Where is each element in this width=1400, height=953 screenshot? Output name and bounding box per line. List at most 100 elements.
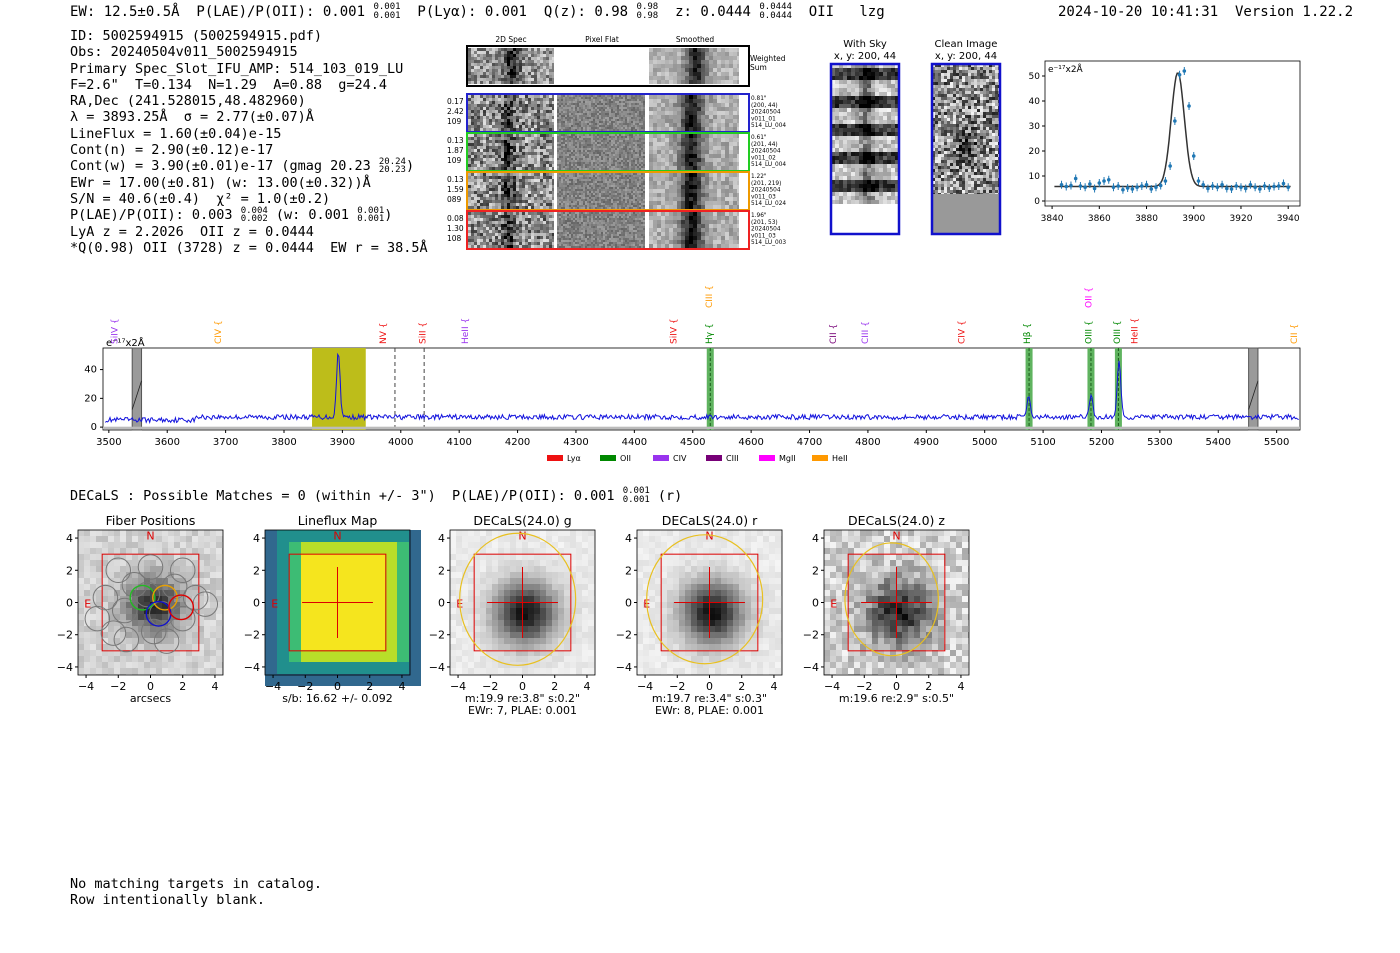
pixel — [689, 52, 693, 56]
pixel — [605, 156, 607, 158]
pixel — [540, 143, 543, 146]
pixel — [669, 99, 673, 103]
pixel — [565, 160, 567, 162]
pixel — [611, 152, 613, 154]
pixel — [681, 115, 685, 119]
pixel — [603, 199, 605, 201]
pixel — [641, 189, 643, 191]
pixel — [549, 119, 552, 122]
pixel — [585, 191, 587, 193]
pixel — [565, 162, 567, 164]
pixel — [605, 121, 607, 123]
pixel — [477, 125, 480, 128]
pixel — [507, 188, 510, 191]
pixel — [621, 199, 623, 201]
pixel — [516, 54, 519, 57]
pixel — [697, 123, 701, 127]
pixel — [507, 218, 510, 221]
pixel — [639, 205, 641, 207]
pixel — [593, 201, 595, 203]
pixel — [534, 230, 537, 233]
pixel — [537, 230, 540, 233]
pixel — [468, 60, 471, 63]
pixel — [601, 99, 603, 101]
pixel — [623, 199, 625, 201]
pixel — [477, 119, 480, 122]
pixel — [685, 177, 689, 181]
pixel — [510, 54, 513, 57]
pixel — [519, 125, 522, 128]
pixel — [483, 54, 486, 57]
pixel — [625, 125, 627, 127]
pixel — [492, 212, 495, 215]
pixel — [507, 78, 510, 81]
pixel — [581, 203, 583, 205]
pixel — [631, 105, 633, 107]
pixel — [474, 125, 477, 128]
pixel — [513, 206, 516, 209]
pixel — [639, 179, 641, 181]
pixel — [573, 177, 575, 179]
pixel — [567, 134, 569, 136]
pixel — [685, 162, 689, 166]
pixel — [557, 111, 559, 113]
pixel — [565, 168, 567, 170]
pixel — [713, 205, 717, 209]
pixel — [504, 51, 507, 54]
pixel — [522, 104, 525, 107]
pixel — [537, 134, 540, 137]
pixel — [581, 117, 583, 119]
pixel — [607, 187, 609, 189]
pixel — [483, 236, 486, 239]
pixel — [635, 179, 637, 181]
pixel — [579, 136, 581, 138]
pixel — [603, 156, 605, 158]
pixel — [489, 63, 492, 66]
pixel — [577, 119, 579, 121]
pixel — [474, 206, 477, 209]
pixel — [569, 201, 571, 203]
pixel — [528, 206, 531, 209]
pixel — [583, 140, 585, 142]
pixel — [565, 152, 567, 154]
pixel — [721, 95, 725, 99]
pixel — [563, 123, 565, 125]
pixel — [480, 212, 483, 215]
pixel — [483, 197, 486, 200]
cutout-column-title: Pixel Flat — [585, 35, 619, 44]
pixel — [516, 75, 519, 78]
pixel — [565, 138, 567, 140]
pixel — [579, 140, 581, 142]
pixel — [549, 239, 552, 242]
pixel — [474, 81, 477, 84]
pixel — [474, 113, 477, 116]
pixel — [615, 150, 617, 152]
pixel — [546, 140, 549, 143]
pixel — [495, 137, 498, 140]
pixel — [641, 121, 643, 123]
pixel — [546, 182, 549, 185]
pixel — [605, 158, 607, 160]
pixel — [623, 119, 625, 121]
pixel — [489, 146, 492, 149]
pixel — [516, 233, 519, 236]
pixel — [701, 80, 705, 84]
pixel — [471, 101, 474, 104]
pixel — [477, 185, 480, 188]
pixel — [495, 104, 498, 107]
pixel — [474, 149, 477, 152]
pixel — [581, 175, 583, 177]
pixel — [528, 95, 531, 98]
pixel — [721, 64, 725, 68]
pixel — [486, 69, 489, 72]
pixel — [504, 137, 507, 140]
pixel — [579, 146, 581, 148]
pixel — [534, 137, 537, 140]
pixel — [561, 154, 563, 156]
pixel — [510, 134, 513, 137]
pixel — [573, 156, 575, 158]
pixel — [621, 146, 623, 148]
pixel — [589, 162, 591, 164]
pixel — [605, 105, 607, 107]
pixel — [649, 185, 653, 189]
